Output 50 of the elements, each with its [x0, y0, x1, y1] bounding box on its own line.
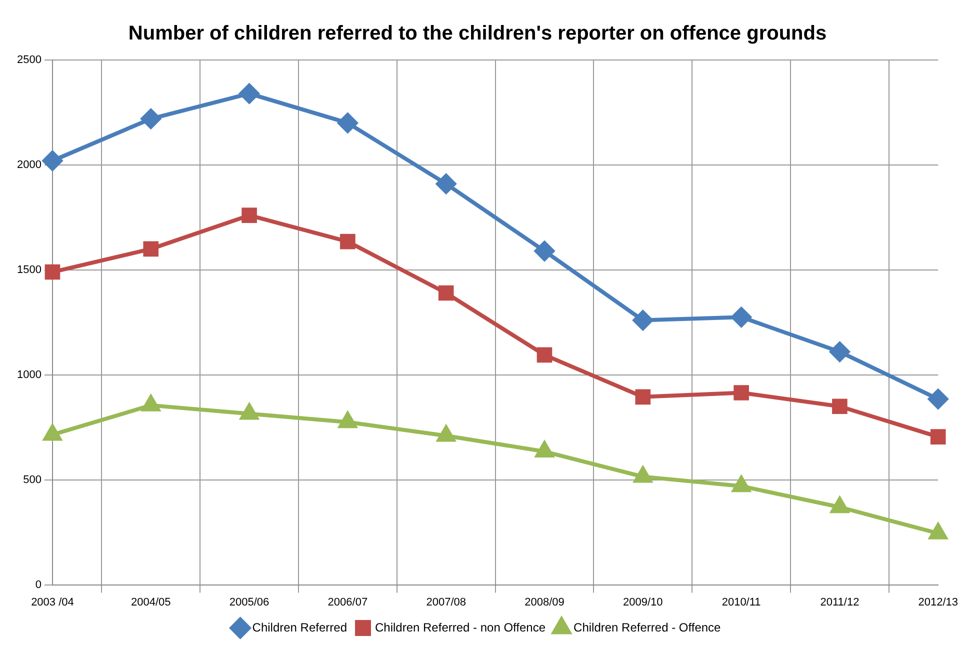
x-tick-label: 2003 /04: [31, 596, 74, 608]
point: [832, 398, 848, 414]
chart-title: Number of children referred to the children's reporter on offence grounds: [128, 22, 827, 45]
y-tick-label: 500: [23, 474, 42, 486]
point: [830, 342, 850, 362]
point: [830, 497, 849, 514]
point: [731, 307, 752, 328]
y-tick-label: 0: [35, 578, 42, 591]
y-tick-label: 1000: [16, 368, 42, 381]
x-tick-label: 2011/12: [820, 596, 860, 608]
point: [242, 208, 257, 223]
y-tick-label: 2000: [16, 158, 42, 171]
point: [635, 389, 651, 405]
point: [338, 412, 357, 428]
point: [437, 426, 456, 442]
x-tick-label: 2005/06: [229, 596, 270, 608]
point: [436, 174, 456, 194]
point: [340, 234, 356, 250]
point: [140, 108, 161, 129]
y-tick-label: 2500: [16, 54, 42, 66]
point: [143, 241, 159, 257]
point: [338, 112, 358, 133]
x-tick-label: 2006/07: [328, 596, 368, 608]
point: [634, 466, 652, 483]
point: [732, 476, 750, 492]
point: [929, 523, 948, 540]
x-tick-label: 2007/08: [426, 596, 466, 608]
point: [142, 395, 160, 412]
point: [239, 84, 260, 104]
point: [42, 150, 62, 171]
x-tick-label: 2008/09: [524, 596, 564, 608]
legend-label: Children Referred - non Offence: [374, 620, 546, 634]
x-tick-label: 2004/05: [130, 596, 171, 608]
point: [632, 310, 653, 330]
legend-label: Children Referred - Offence: [574, 620, 722, 634]
point: [44, 424, 62, 441]
point: [240, 404, 258, 420]
point: [930, 429, 946, 444]
x-tick-label: 2010/11: [722, 596, 761, 608]
point: [438, 285, 454, 301]
point: [44, 264, 60, 280]
point: [536, 347, 552, 363]
point: [536, 442, 554, 458]
x-tick-label: 2012/13: [918, 596, 958, 608]
point: [734, 385, 749, 400]
x-tick-label: 2009/10: [623, 596, 663, 608]
point: [928, 389, 948, 410]
point: [534, 241, 554, 262]
y-tick-label: 1500: [16, 264, 42, 276]
legend-label: Children Referred: [252, 620, 348, 634]
